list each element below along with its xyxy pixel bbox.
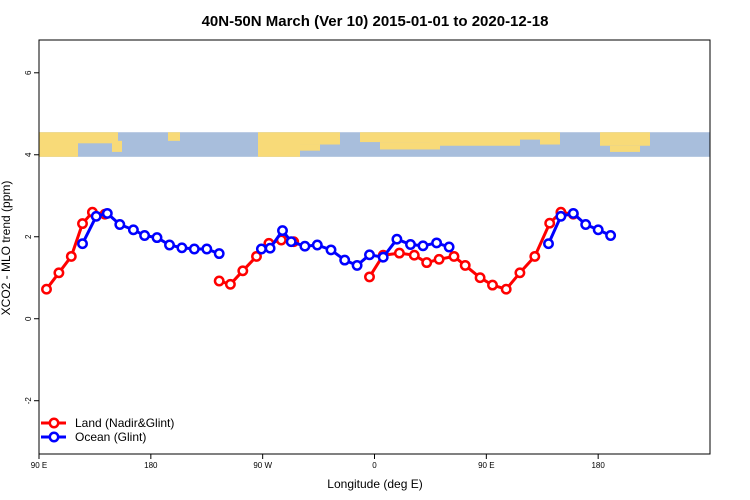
data-point [567, 207, 579, 219]
series-line [218, 238, 294, 286]
map-land [78, 132, 118, 144]
map-land [610, 145, 640, 152]
series-line [368, 210, 574, 291]
map-land [600, 132, 650, 146]
data-point [65, 250, 77, 262]
y-tick-label: 4 [24, 152, 33, 157]
data-point [364, 249, 375, 261]
y-axis-label: XCO2 - MLO trend (ppm) [0, 181, 13, 316]
map-land [39, 132, 78, 157]
data-point [555, 210, 567, 222]
data-point [405, 239, 416, 250]
legend: Land (Nadir&Glint) Ocean (Glint) [41, 416, 174, 444]
data-point [408, 249, 420, 261]
data-point [325, 244, 337, 256]
data-point [605, 230, 617, 241]
data-point [41, 283, 52, 295]
map-land [380, 142, 440, 150]
data-point [188, 243, 200, 255]
map-land [470, 132, 540, 140]
data-point [474, 272, 486, 284]
data-point [592, 224, 604, 236]
data-point [417, 240, 429, 252]
map-land [168, 132, 180, 141]
data-point [351, 259, 363, 271]
y-tick-label: 0 [24, 316, 33, 321]
series-line [261, 229, 450, 267]
data-point [224, 278, 236, 290]
data-point [544, 217, 556, 229]
data-point [459, 259, 471, 271]
data-point [127, 224, 139, 236]
data-point [213, 248, 225, 260]
data-point [377, 251, 389, 263]
x-tick-label: 90 W [253, 461, 272, 470]
data-point [299, 240, 311, 252]
x-axis-label: Longitude (deg E) [327, 477, 422, 491]
series-line [45, 210, 106, 291]
data-point [151, 232, 163, 244]
data-point [421, 257, 433, 269]
data-point [90, 210, 102, 222]
data-point [213, 275, 225, 287]
map-land [300, 144, 320, 151]
data-point [514, 267, 526, 279]
data-point [580, 219, 592, 230]
data-point [339, 254, 351, 266]
data-point [255, 243, 267, 255]
data-point [201, 243, 213, 255]
legend-ocean-label: Ocean (Glint) [75, 430, 146, 444]
axis-ticks: 90 E 180 90 W 0 90 E 180 -2 0 2 4 6 [24, 70, 605, 470]
y-tick-label: 6 [24, 70, 33, 75]
x-tick-label: 180 [591, 461, 605, 470]
map-land [258, 132, 300, 157]
data-point [251, 250, 262, 262]
map-land [540, 132, 560, 145]
data-point [53, 267, 65, 279]
coastline-map-strip [39, 132, 710, 157]
data-point [364, 271, 375, 283]
map-land [430, 134, 520, 146]
data-point [433, 253, 445, 265]
data-point [264, 242, 276, 254]
legend-land-marker [48, 417, 60, 429]
legend-ocean-marker [48, 431, 60, 443]
data-point [311, 239, 323, 251]
data-point [431, 237, 443, 249]
data-point [443, 241, 455, 253]
data-point [500, 283, 512, 295]
data-point [487, 279, 498, 291]
data-point [529, 250, 541, 262]
x-tick-label: 180 [144, 461, 158, 470]
y-tick-label: -2 [24, 397, 33, 405]
map-land [300, 132, 340, 145]
data-point [277, 225, 288, 237]
map-land [112, 140, 122, 152]
x-tick-label: 0 [372, 461, 377, 470]
data-point [114, 219, 126, 230]
x-tick-label: 90 E [478, 461, 494, 470]
data-point [543, 238, 554, 250]
data-point [391, 233, 403, 245]
data-point [77, 238, 88, 250]
y-tick-label: 2 [24, 234, 33, 239]
data-point [237, 265, 249, 277]
series-layer [41, 206, 617, 295]
plot-frame [38, 39, 711, 455]
data-point [176, 242, 188, 254]
data-point [139, 230, 151, 241]
legend-land-label: Land (Nadir&Glint) [75, 416, 174, 430]
chart-title: 40N-50N March (Ver 10) 2015-01-01 to 202… [202, 13, 549, 30]
series-ocean [77, 207, 617, 271]
x-tick-label: 90 E [31, 461, 47, 470]
data-point [164, 239, 175, 251]
data-point [285, 236, 297, 248]
map-land [360, 132, 470, 143]
data-point [101, 207, 113, 219]
data-point [77, 218, 88, 230]
data-point [448, 250, 460, 262]
data-point [393, 247, 405, 259]
